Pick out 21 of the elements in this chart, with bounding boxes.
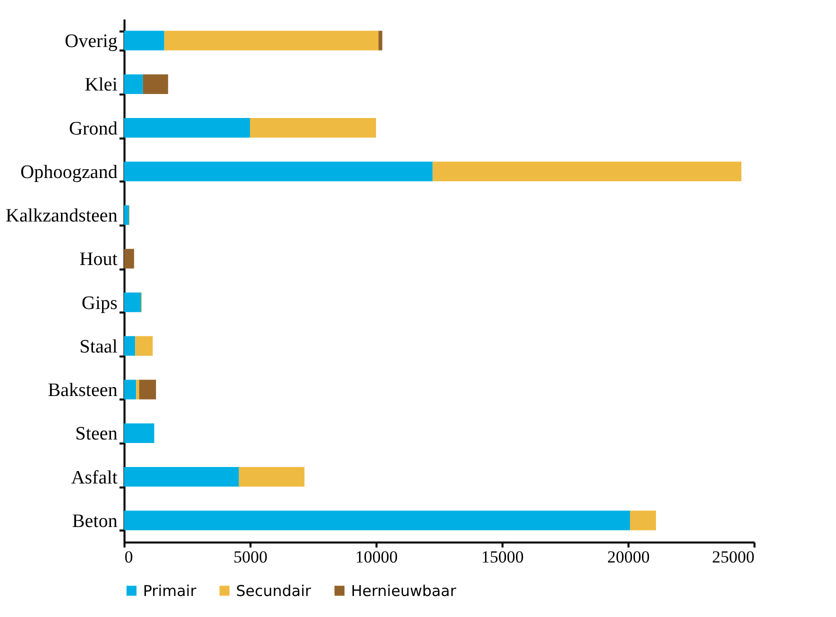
- x-tick-label: 15000: [481, 548, 524, 566]
- x-tick-label: 20000: [607, 548, 650, 566]
- x-tick-label: 5000: [234, 548, 268, 566]
- y-tick-label: Overig: [64, 31, 118, 52]
- y-tick-label: Ophoogzand: [20, 162, 118, 183]
- legend-label: Hernieuwbaar: [351, 582, 457, 600]
- y-tick-label: Kalkzandsteen: [6, 206, 118, 227]
- y-tick-label: Grond: [68, 118, 118, 140]
- y-tick-label: Beton: [72, 510, 118, 532]
- y-tick-label: Baksteen: [48, 380, 118, 402]
- y-tick-label: Staal: [80, 336, 118, 358]
- y-tick-label: Asfalt: [71, 467, 118, 488]
- legend-label: Secundair: [236, 582, 312, 600]
- x-tick-label: 0: [124, 548, 133, 566]
- x-tick-label: 10000: [355, 548, 398, 566]
- y-tick-label: Gips: [82, 292, 118, 314]
- x-tick-label: 25000: [712, 548, 754, 566]
- y-tick-label: Hout: [80, 249, 118, 270]
- y-tick-label: Steen: [75, 424, 118, 445]
- legend-label: Primair: [143, 582, 198, 600]
- y-tick-label: Klei: [84, 74, 118, 96]
